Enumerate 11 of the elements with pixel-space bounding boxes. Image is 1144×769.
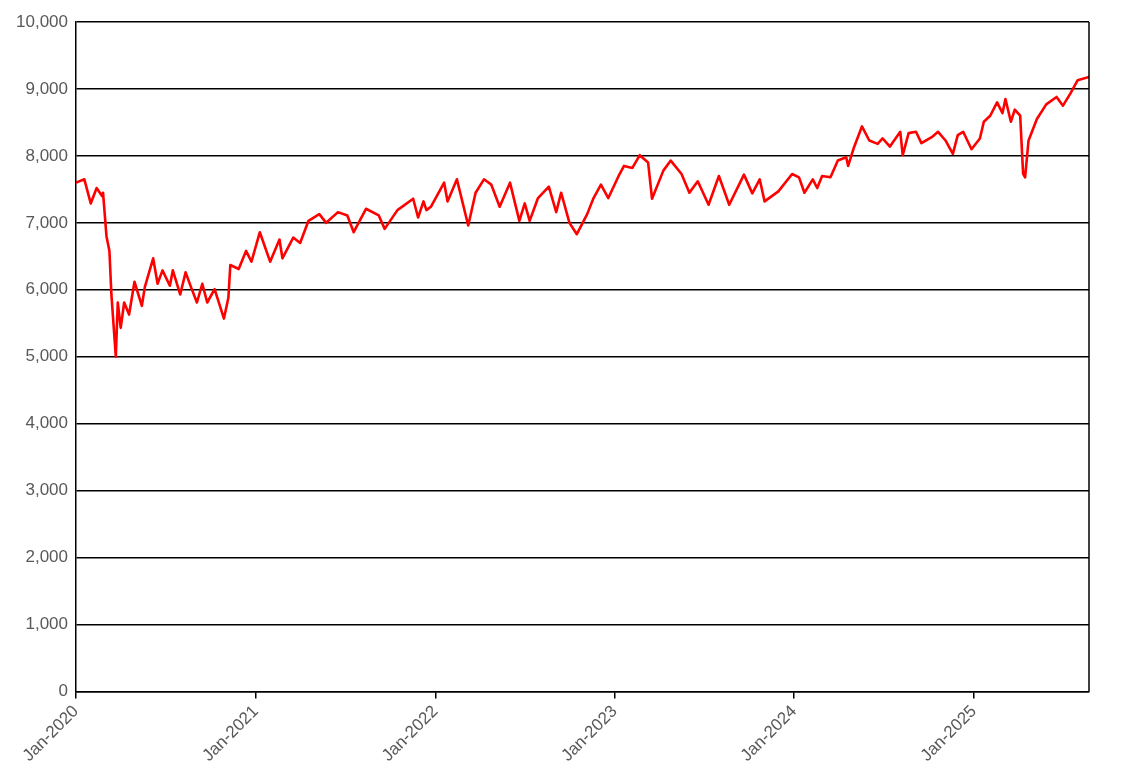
y-tick-label: 8,000 [25,145,68,165]
y-tick-label: 3,000 [25,480,68,500]
y-tick-label: 0 [58,681,68,701]
y-tick-label: 10,000 [16,11,68,31]
y-tick-label: 9,000 [25,78,68,98]
y-tick-label: 1,000 [25,614,68,634]
y-tick-label: 6,000 [25,279,68,299]
y-tick-label: 4,000 [25,413,68,433]
y-tick-label: 7,000 [25,212,68,232]
y-tick-label: 5,000 [25,346,68,366]
y-tick-label: 2,000 [25,547,68,567]
